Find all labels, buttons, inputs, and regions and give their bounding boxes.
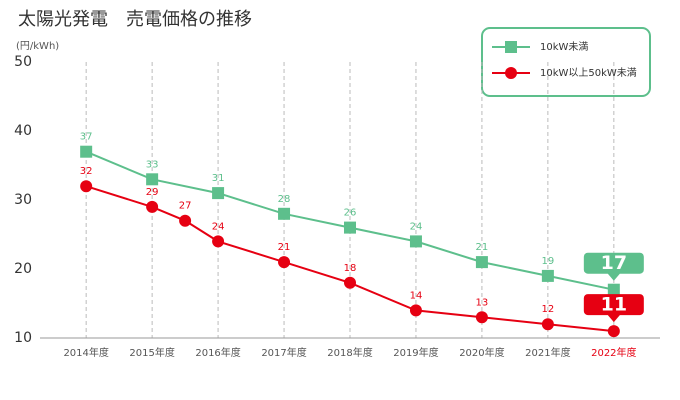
point bbox=[475, 311, 488, 324]
callout bbox=[583, 294, 644, 323]
point bbox=[179, 214, 192, 227]
legend-label: 10kW以上50kW未満 bbox=[540, 67, 637, 79]
point bbox=[146, 173, 159, 186]
callout-label: 11 bbox=[601, 294, 627, 316]
data-label: 21 bbox=[278, 242, 291, 253]
callout-label: 17 bbox=[601, 252, 627, 274]
point bbox=[80, 180, 93, 193]
chart-title: 太陽光発電 売電価格の推移 bbox=[18, 9, 252, 30]
data-label: 24 bbox=[212, 221, 225, 232]
y-tick-label: 30 bbox=[14, 192, 32, 208]
data-label: 12 bbox=[542, 304, 555, 315]
data-label: 28 bbox=[278, 194, 291, 205]
data-label: 27 bbox=[179, 201, 192, 212]
y-tick-label: 40 bbox=[14, 123, 32, 139]
data-label: 24 bbox=[410, 221, 423, 232]
data-label: 18 bbox=[344, 263, 357, 274]
point bbox=[146, 200, 159, 213]
point bbox=[344, 276, 356, 289]
data-label: 19 bbox=[542, 256, 555, 267]
point bbox=[409, 304, 422, 317]
point bbox=[344, 221, 356, 234]
point bbox=[541, 269, 554, 282]
data-label: 13 bbox=[476, 297, 489, 308]
y-tick-label: 50 bbox=[14, 54, 32, 70]
data-label: 33 bbox=[146, 159, 159, 170]
legend-label: 10kW未満 bbox=[540, 41, 588, 53]
point bbox=[607, 283, 620, 296]
legend-marker bbox=[505, 67, 517, 79]
callout bbox=[583, 252, 644, 281]
x-tick-label: 2018年度 bbox=[327, 346, 372, 359]
point bbox=[212, 235, 225, 248]
point bbox=[475, 256, 488, 269]
x-tick-label: 2021年度 bbox=[525, 346, 570, 359]
point bbox=[541, 318, 554, 331]
point bbox=[409, 235, 422, 248]
point bbox=[80, 145, 93, 158]
point bbox=[278, 207, 291, 220]
y-axis-label: (円/kWh) bbox=[16, 41, 59, 52]
data-label: 26 bbox=[344, 208, 357, 219]
data-label: 37 bbox=[80, 132, 93, 143]
point bbox=[607, 325, 620, 338]
point bbox=[278, 256, 291, 269]
data-label: 32 bbox=[80, 166, 93, 177]
data-label: 14 bbox=[410, 290, 423, 301]
legend-marker bbox=[505, 41, 517, 53]
x-tick-label: 2017年度 bbox=[261, 346, 306, 359]
legend-box bbox=[481, 27, 651, 97]
x-tick-label: 2014年度 bbox=[63, 346, 108, 359]
x-tick-label: 2020年度 bbox=[459, 346, 504, 359]
data-label: 29 bbox=[146, 187, 159, 198]
x-tick-label: 2015年度 bbox=[129, 346, 174, 359]
data-label: 31 bbox=[212, 173, 225, 184]
x-tick-label: 2019年度 bbox=[393, 346, 438, 359]
point bbox=[212, 187, 225, 200]
data-label: 21 bbox=[476, 242, 489, 253]
line bbox=[85, 185, 614, 333]
y-tick-label: 10 bbox=[14, 330, 32, 346]
y-tick-label: 20 bbox=[14, 261, 32, 277]
x-tick-label: 2016年度 bbox=[195, 346, 240, 359]
x-tick-label: 2022年度 bbox=[591, 346, 636, 359]
